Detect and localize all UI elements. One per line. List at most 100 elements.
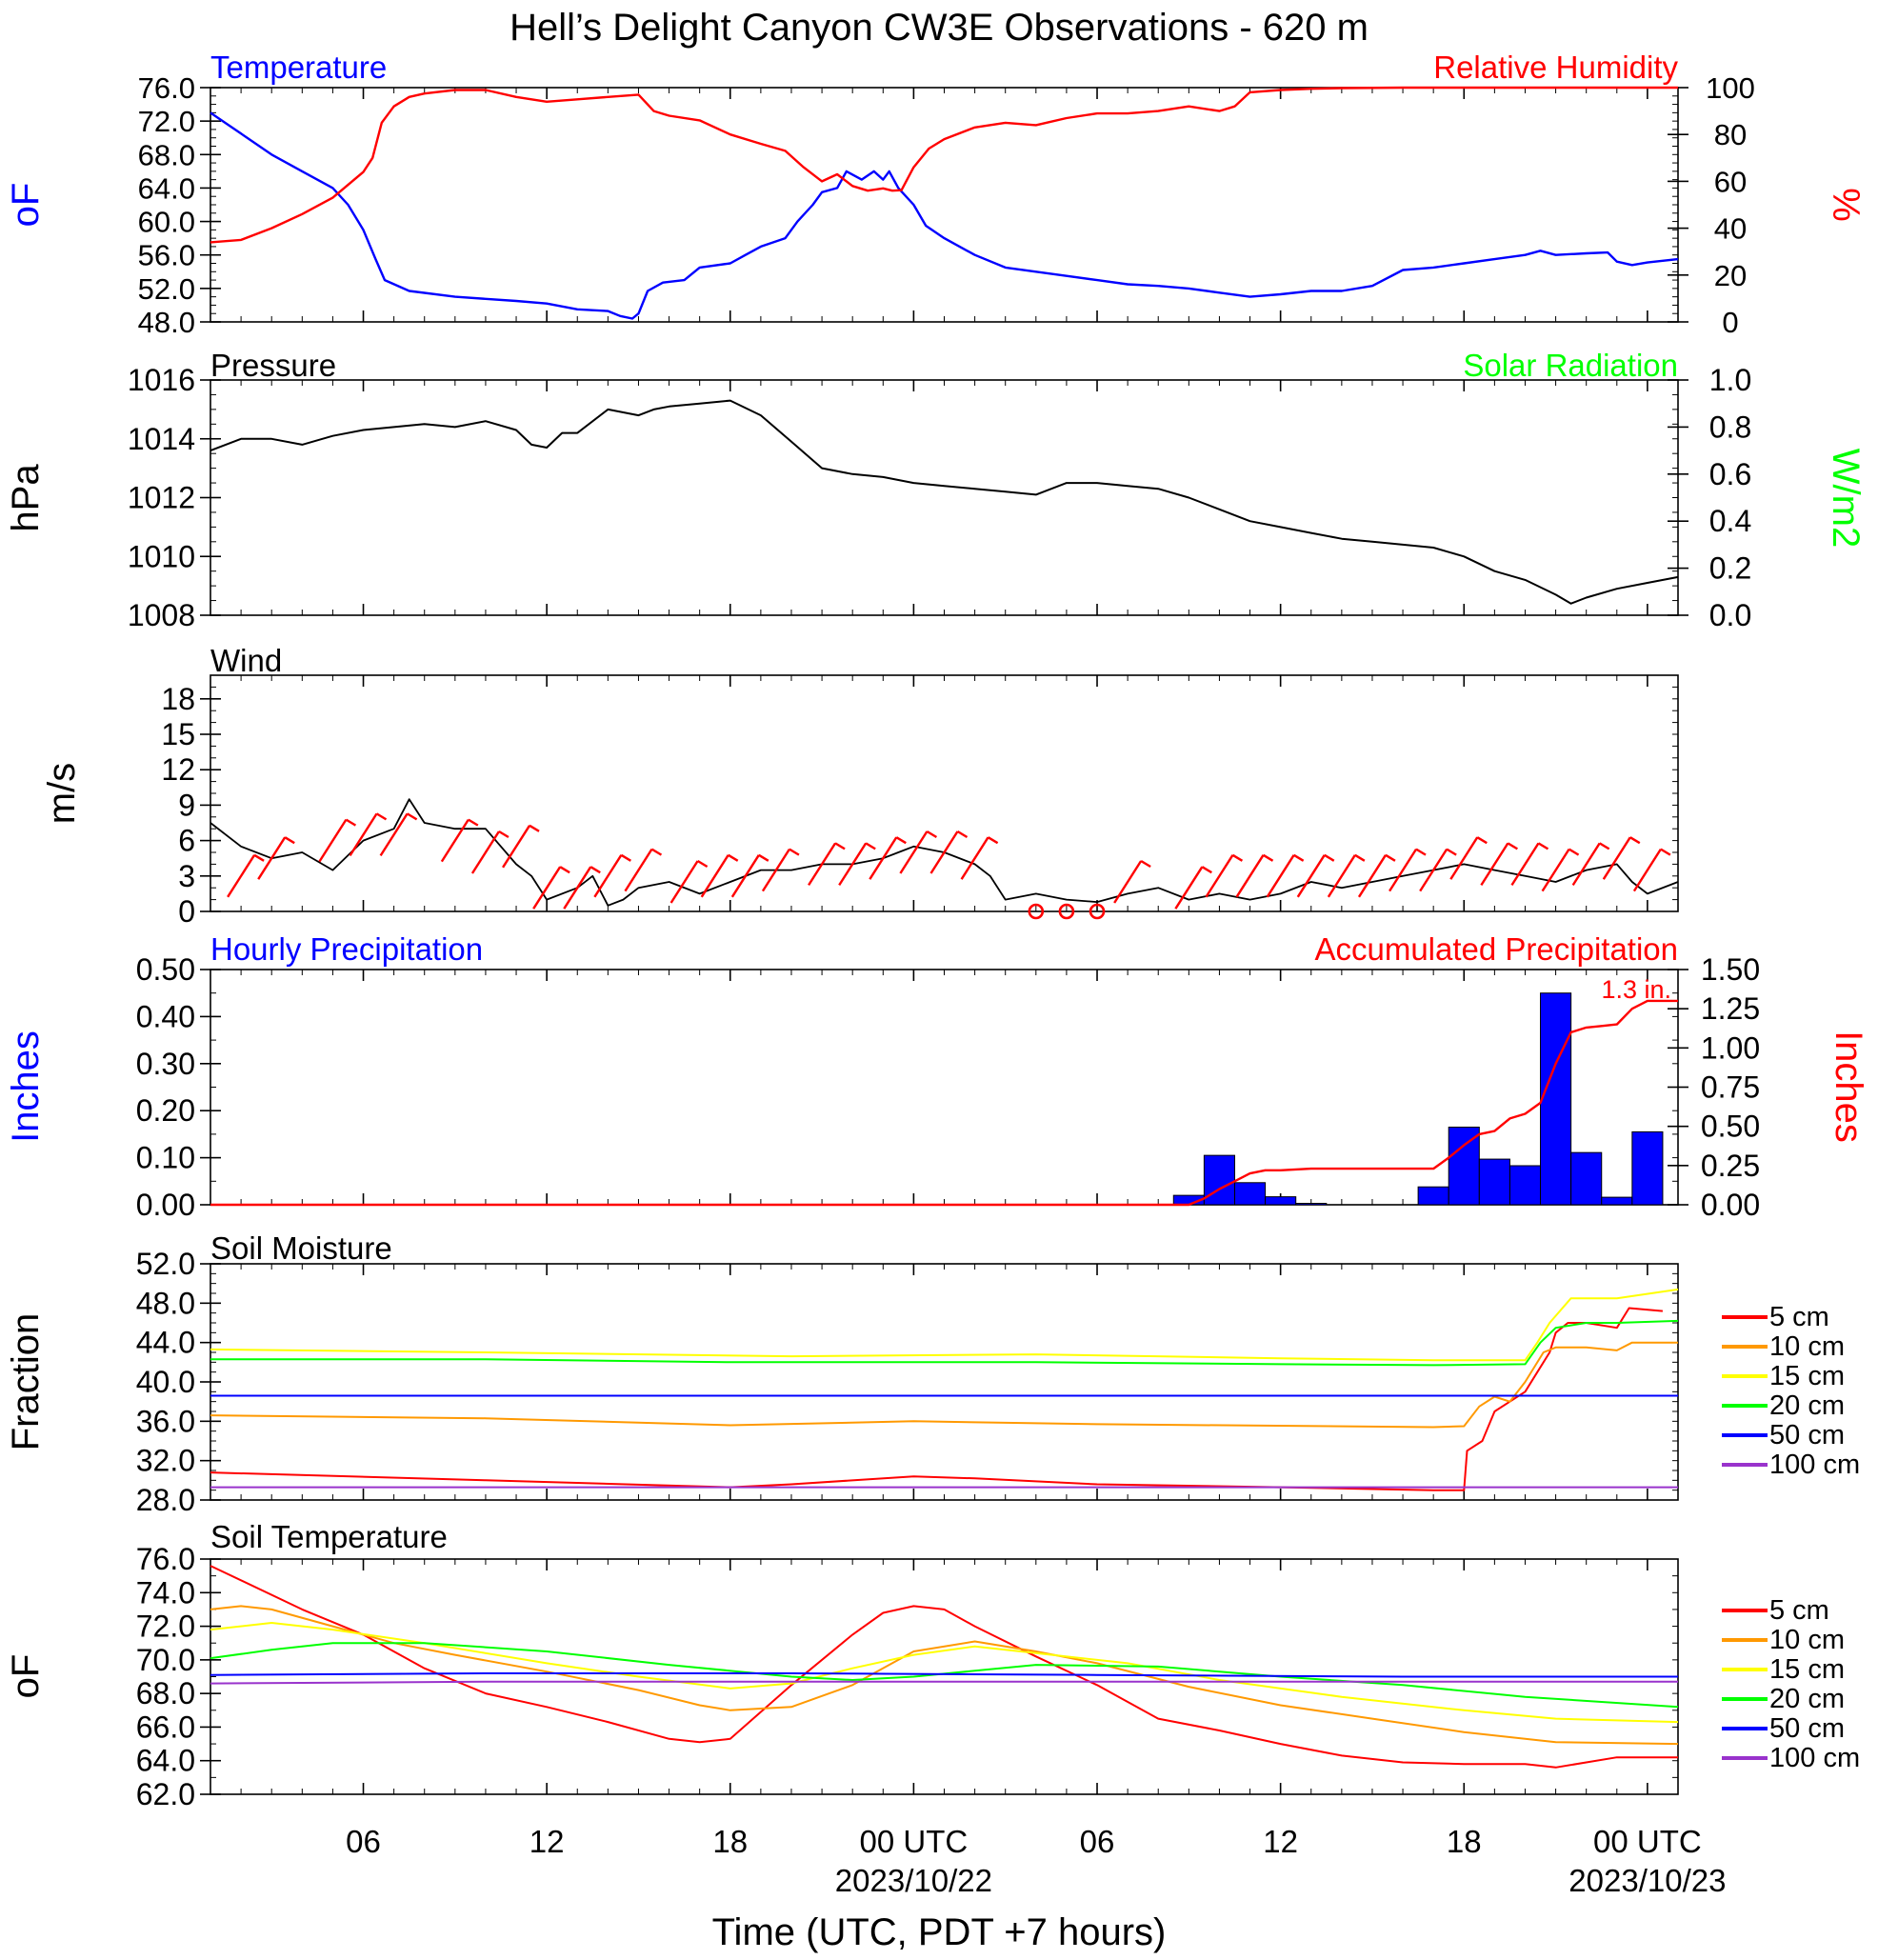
- accum-precip-tick-label: 0.75: [1701, 1070, 1760, 1105]
- temperature-tick-label: 68.0: [138, 138, 195, 171]
- temperature-tick-label: 64.0: [138, 171, 195, 205]
- x-date-label: 2023/10/23: [1568, 1863, 1726, 1898]
- wind-tick-label: 15: [161, 717, 195, 751]
- hourly-precip-tick-label: 0.10: [136, 1141, 195, 1175]
- wind-barb: [502, 825, 531, 869]
- wind-barb-flag: [1629, 836, 1641, 845]
- hourly-precip-unit: Inches: [5, 1030, 47, 1143]
- wind-barb-flag: [696, 859, 709, 869]
- soil-temp-tick-label: 74.0: [136, 1575, 195, 1610]
- solar-radiation-tick-labels: 0.0 0.2 0.4 0.6 0.8 1.0: [1668, 363, 1751, 632]
- wind-speed-line: [210, 798, 1679, 907]
- panel-pressure: Pressure Solar Radiation hPa W/m2 100810…: [5, 348, 1867, 632]
- hourly-precip-bar: [1508, 1165, 1542, 1206]
- wind-tick-label: 18: [161, 682, 195, 716]
- solar-radiation-unit: W/m2: [1825, 449, 1867, 548]
- wind-barb-flag: [1507, 842, 1518, 850]
- pressure-tick-label: 1016: [128, 363, 195, 397]
- x-tick-label: 18: [1447, 1824, 1482, 1859]
- accumulated-precip-unit: Inches: [1828, 1030, 1869, 1143]
- wind-barb: [624, 848, 653, 892]
- panel-temp-rh-frame: [210, 87, 1679, 323]
- time-axis-labels: 06 12 18 00 UTC 2023/10/22 06 12 18 00 UTC 2023/1…: [346, 1824, 1726, 1898]
- legend-label-d50: 50 cm: [1769, 1713, 1845, 1744]
- wind-barb: [1419, 848, 1448, 892]
- legend-label-d5: 5 cm: [1769, 1302, 1829, 1332]
- accum-precip-tick-label: 1.25: [1701, 991, 1760, 1026]
- wind-barb: [899, 830, 929, 874]
- soil-temp-line-d50: [210, 1672, 1678, 1678]
- wind-barb: [669, 860, 699, 904]
- soil-temp-tick-label: 66.0: [136, 1710, 195, 1744]
- wind-barb: [1266, 854, 1295, 898]
- wind-barb: [960, 836, 989, 880]
- pressure-tick-label: 1010: [128, 539, 195, 573]
- soil-moisture-title: Soil Moisture: [210, 1230, 392, 1266]
- accumulated-precip-line: [210, 999, 1678, 1207]
- calm-wind-marker: [1089, 903, 1106, 920]
- humidity-tick-label: 100: [1706, 71, 1755, 105]
- temperature-tick-labels: 48.052.056.060.064.068.072.076.0: [138, 71, 221, 339]
- temperature-unit: oF: [5, 183, 47, 228]
- hourly-precip-title: Hourly Precipitation: [210, 931, 483, 967]
- legend-label-d10: 10 cm: [1769, 1331, 1845, 1362]
- wind-barb: [593, 854, 623, 898]
- x-tick-label: 06: [346, 1824, 381, 1859]
- wind-barb-flag: [407, 812, 418, 821]
- hourly-precip-bar: [1478, 1158, 1510, 1206]
- wind-barb: [1480, 842, 1509, 887]
- wind-barb: [730, 854, 760, 898]
- hourly-precip-tick-label: 0.50: [136, 952, 195, 987]
- wind-barb-flag: [1537, 842, 1549, 850]
- pressure-line: [210, 399, 1679, 605]
- humidity-tick-label: 0: [1722, 306, 1738, 339]
- wind-tick-label: 12: [161, 752, 195, 787]
- soil-temp-tick-label: 64.0: [136, 1744, 195, 1778]
- pressure-tick-labels: 1008 1010 1012 1014 1016: [128, 363, 221, 632]
- accum-precip-tick-label: 0.00: [1701, 1188, 1760, 1222]
- soil-temp-tick-label: 72.0: [136, 1610, 195, 1644]
- soil-moisture-tick-labels: 28.0 32.0 36.0 40.0 44.0 48.0 52.0: [136, 1247, 221, 1517]
- wind-barb-flag: [1446, 848, 1457, 856]
- temperature-line: [210, 111, 1679, 320]
- hourly-precip-bar: [1417, 1186, 1449, 1206]
- legend-label-d50: 50 cm: [1769, 1420, 1845, 1450]
- soil-temp-line-d100: [210, 1680, 1678, 1685]
- soil-temp-tick-label: 76.0: [136, 1542, 195, 1576]
- precip-total-label: 1.3 in.: [1601, 975, 1671, 1004]
- temp-rh-plot-area: [210, 86, 1679, 322]
- temperature-tick-label: 48.0: [138, 306, 195, 339]
- humidity-unit: %: [1825, 188, 1867, 222]
- wind-barb: [1632, 848, 1662, 892]
- hourly-precip-bar: [1601, 1196, 1633, 1206]
- wind-barb-flag: [650, 848, 663, 856]
- wind-barb: [563, 866, 592, 910]
- hourly-precip-tick-label: 0.00: [136, 1188, 195, 1222]
- wind-barb: [869, 836, 898, 880]
- soil-moisture-tick-label: 44.0: [136, 1326, 195, 1360]
- wind-barb: [929, 830, 959, 874]
- calm-wind-marker: [1058, 903, 1075, 920]
- wind-barb-flag: [1660, 848, 1671, 856]
- temperature-tick-label: 76.0: [138, 71, 195, 105]
- wind-barb-flag: [589, 866, 601, 874]
- wind-tick-label: 3: [178, 859, 195, 893]
- panel-wind-frame: [210, 674, 1679, 912]
- soil-moisture-plot-area: [210, 1264, 1679, 1500]
- hourly-precip-bar: [1203, 1154, 1235, 1206]
- humidity-tick-label: 20: [1714, 259, 1747, 292]
- wind-barb-flag: [620, 853, 631, 862]
- x-tick-label: 00 UTC: [860, 1824, 969, 1859]
- wind-barb: [227, 854, 256, 898]
- soil-temp-tick-labels: 62.064.066.068.070.072.074.076.0: [136, 1542, 221, 1811]
- panel-pressure-frame: [210, 379, 1679, 616]
- humidity-tick-labels: 0 20 40 60 80 100: [1668, 71, 1755, 339]
- wind-unit: m/s: [41, 763, 83, 824]
- wind-tick-label: 0: [178, 894, 195, 929]
- wind-barb-flag: [895, 836, 907, 845]
- wind-barb: [1449, 836, 1479, 880]
- soil-moisture-tick-label: 40.0: [136, 1365, 195, 1399]
- hourly-precip-tick-label: 0.30: [136, 1047, 195, 1081]
